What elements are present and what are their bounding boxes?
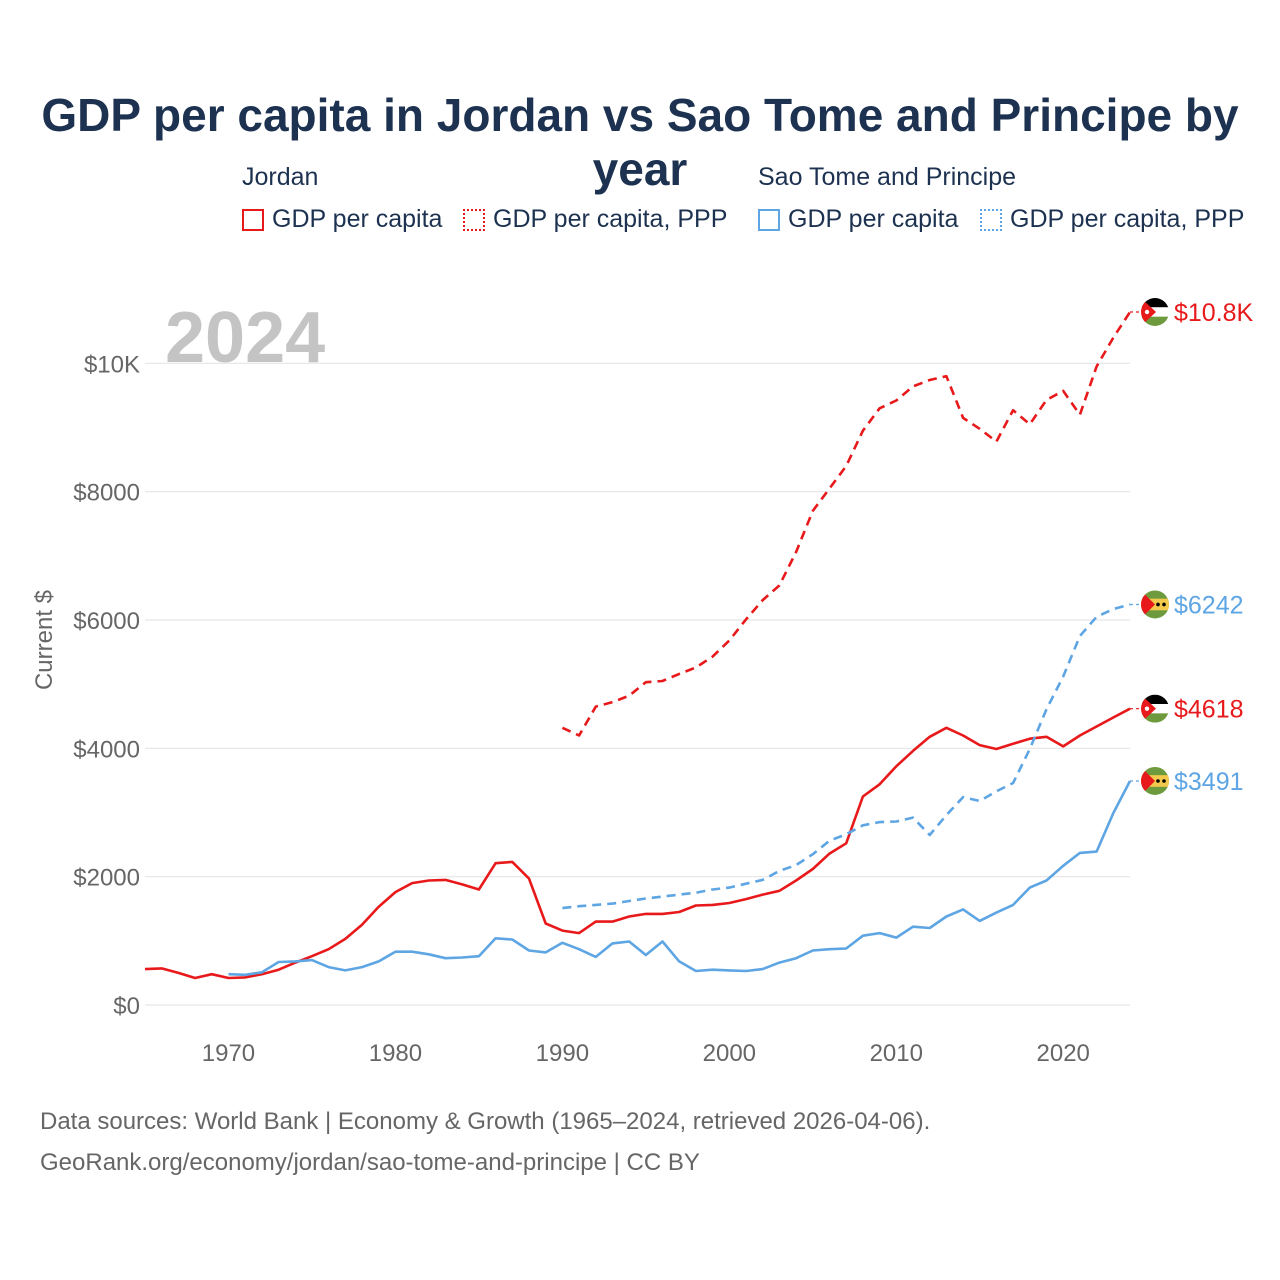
y-axis-label: Current $ [31,590,58,690]
series-line-3[interactable] [562,603,1131,910]
legend-swatch-dotted-red [463,208,485,231]
end-value-label: $3491 [1174,768,1244,796]
y-tick-label: $6000 [73,608,140,635]
legend-swatch-solid-blue [758,208,780,231]
end-value-label: $6242 [1174,591,1244,619]
series-line-1[interactable] [561,311,1132,737]
legend-group-stp: Sao Tome and Principe [758,163,1017,191]
legend-label: GDP per capita [272,205,443,233]
x-tick-label: 1980 [369,1040,422,1067]
jordan-flag-icon [1141,298,1169,326]
legend-swatch-dotted-blue [980,208,1002,231]
end-value-label: $4618 [1174,696,1244,724]
y-tick-label: $8000 [73,480,140,507]
legend-swatch-solid-red [242,208,264,231]
y-tick-label: $0 [113,993,140,1020]
legend-label: GDP per capita [788,205,959,233]
jordan-flag-icon [1141,694,1169,723]
chart-title: GDP per capita in Jordan vs Sao Tome and… [41,89,1239,195]
series-line-0[interactable] [144,707,1131,980]
x-tick-label: 2020 [1037,1040,1090,1067]
legend-label: GDP per capita, PPP [1010,205,1245,233]
y-tick-label: $4000 [73,736,140,763]
legend-item-jordan-ppp[interactable]: GDP per capita, PPP [463,205,727,234]
legend-group-jordan: Jordan [242,163,319,191]
x-tick-label: 1970 [202,1040,255,1067]
series-line-2[interactable] [228,780,1132,977]
legend-label: GDP per capita, PPP [493,205,728,233]
year-watermark: 2024 [165,298,325,378]
x-tick-label: 2010 [870,1040,923,1067]
end-value-label: $10.8K [1174,299,1254,327]
legend-item-stp-ppp[interactable]: GDP per capita, PPP [980,205,1244,234]
y-tick-label: $2000 [73,865,140,892]
legend-item-jordan-gdp[interactable]: GDP per capita [242,205,442,234]
data-source-note: Data sources: World Bank | Economy & Gro… [40,1108,931,1135]
y-tick-label: $10K [84,351,140,378]
x-tick-label: 1990 [536,1040,589,1067]
x-tick-label: 2000 [703,1040,756,1067]
legend-item-stp-gdp[interactable]: GDP per capita [758,205,958,234]
sao-tome-flag-icon [1141,590,1169,619]
sao-tome-flag-icon [1141,766,1169,795]
attribution-note: GeoRank.org/economy/jordan/sao-tome-and-… [40,1149,700,1176]
